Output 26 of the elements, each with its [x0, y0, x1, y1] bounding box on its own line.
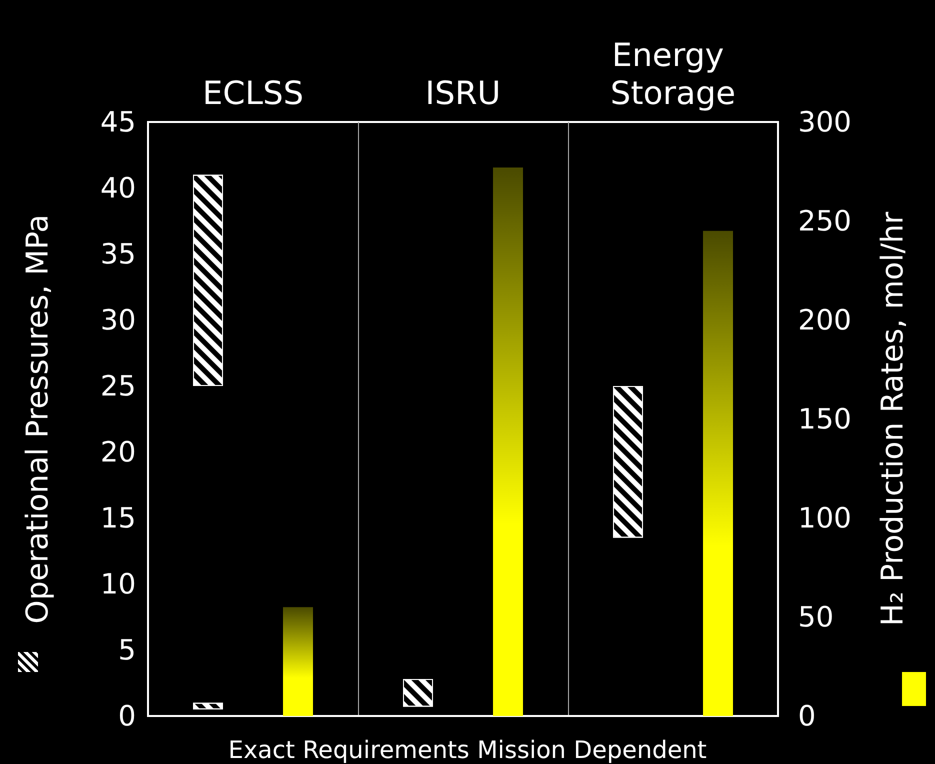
y-tick-label: 25 — [100, 370, 136, 402]
x-axis-title: Exact Requirements Mission Dependent — [228, 736, 707, 764]
y2-tick-label: 50 — [798, 600, 834, 634]
y2-tick-label: 200 — [798, 304, 852, 336]
bar — [283, 607, 313, 716]
y-tick-label: 35 — [100, 238, 136, 270]
y-axis-title: Operational Pressures, MPa — [20, 214, 56, 624]
y-tick-label: 10 — [100, 568, 136, 600]
y2-tick-label: 250 — [798, 204, 852, 238]
y-tick-label: 30 — [100, 304, 136, 336]
bar — [703, 230, 733, 716]
y-tick-label: 5 — [118, 634, 136, 666]
y2-tick-label: 150 — [798, 402, 852, 436]
bar — [493, 168, 523, 716]
y-tick-label: 20 — [100, 436, 136, 468]
y2-tick-label: 100 — [798, 502, 852, 534]
x-tick-label: ECLSS — [202, 74, 304, 112]
y2-tick-label: 300 — [798, 106, 852, 138]
y2-axis-title: H₂ Production Rates, mol/hr — [876, 211, 910, 626]
y-tick-label: 0 — [118, 700, 136, 732]
x-tick-label: Energy Storage — [610, 36, 736, 112]
y2-tick-label: 0 — [798, 700, 816, 732]
y-tick-label: 40 — [100, 172, 136, 204]
y-tick-label: 15 — [100, 502, 136, 534]
y-tick-label: 45 — [100, 106, 136, 138]
x-tick-label: ISRU — [425, 74, 501, 112]
